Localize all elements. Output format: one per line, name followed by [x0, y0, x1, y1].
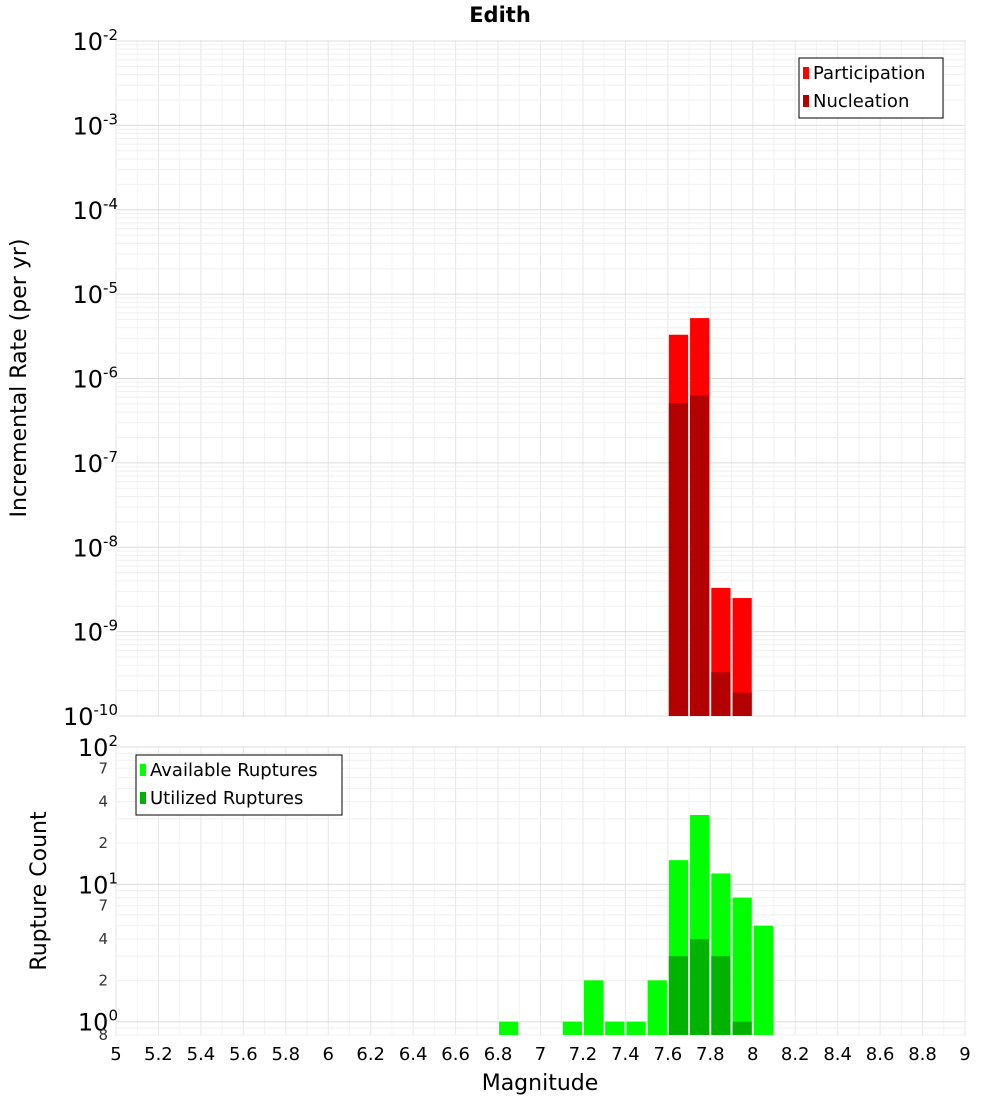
top-y-axis-label: Incremental Rate (per yr) — [7, 239, 32, 518]
top-bar-nucleation — [668, 403, 689, 716]
bottom-y-minor-tick-label: 2 — [98, 834, 108, 852]
x-tick-label: 6 — [323, 1044, 334, 1065]
top-y-tick-label: 10-2 — [72, 26, 118, 56]
x-tick-label: 6.6 — [441, 1044, 470, 1065]
top-bar-nucleation — [690, 395, 710, 716]
top-y-tick-label: 10-6 — [72, 364, 118, 394]
bottom-y-tick-label: 101 — [78, 869, 118, 899]
top-plot-panel: 10-2 10-3 10-4 10-5 10-6 10-7 10-8 10-9 10-10 Par… — [63, 26, 966, 731]
bottom-bar-utilized-ruptures — [690, 939, 710, 1035]
top-y-tick-label: 10-8 — [72, 532, 118, 562]
bottom-bar-utilized-ruptures — [711, 956, 731, 1035]
bottom-y-axis-label: Rupture Count — [27, 811, 52, 971]
x-tick-label: 8 — [747, 1044, 758, 1065]
x-tick-label: 7 — [535, 1044, 546, 1065]
bottom-bar-available-ruptures — [499, 1021, 519, 1035]
x-tick-label: 8.6 — [866, 1044, 895, 1065]
top-legend-swatch — [803, 67, 809, 79]
bottom-legend-label: Available Ruptures — [150, 760, 318, 781]
x-axis-label: Magnitude — [482, 1071, 599, 1096]
bottom-y-minor-tick-label: 8 — [98, 1026, 108, 1044]
chart-title: Edith — [469, 3, 531, 27]
x-tick-label: 5.2 — [144, 1044, 173, 1065]
top-bar-nucleation — [711, 672, 731, 716]
x-tick-label: 7.4 — [611, 1044, 640, 1065]
bottom-y-tick-label: 100 — [78, 1007, 118, 1037]
bottom-bar-utilized-ruptures — [668, 956, 689, 1035]
x-tick-label: 6.4 — [399, 1044, 428, 1065]
bottom-y-tick-label: 102 — [78, 732, 118, 762]
bottom-legend-box — [135, 754, 343, 816]
bottom-bar-available-ruptures — [753, 925, 773, 1035]
top-bar-nucleation — [732, 692, 752, 716]
bottom-bar-available-ruptures — [583, 980, 604, 1035]
bottom-bar-utilized-ruptures — [732, 1021, 752, 1035]
x-tick-label: 7.2 — [569, 1044, 598, 1065]
top-y-tick-label: 10-9 — [72, 617, 118, 647]
x-tick-label: 5.4 — [187, 1044, 216, 1065]
bottom-y-minor-tick-label: 4 — [98, 793, 108, 811]
x-tick-label: 5.6 — [229, 1044, 258, 1065]
x-tick-label: 6.2 — [356, 1044, 385, 1065]
x-tick-label: 6.8 — [484, 1044, 513, 1065]
top-y-tick-label: 10-5 — [72, 279, 118, 309]
top-legend-label: Participation — [813, 63, 925, 84]
top-legend-box — [798, 57, 944, 119]
bottom-legend-label: Utilized Ruptures — [150, 788, 303, 809]
bottom-y-minor-tick-label: 2 — [98, 971, 108, 989]
top-y-tick-label: 10-4 — [72, 195, 118, 225]
top-bar-participation — [732, 598, 752, 716]
x-tick-label: 9 — [959, 1044, 970, 1065]
bottom-bar-available-ruptures — [732, 897, 752, 1035]
bottom-y-minor-tick-label: 7 — [98, 759, 108, 777]
x-tick-label: 8.8 — [908, 1044, 937, 1065]
top-legend-swatch — [803, 95, 809, 107]
x-tick-label: 7.6 — [654, 1044, 683, 1065]
bottom-legend-swatch — [140, 792, 146, 804]
top-y-tick-label: 10-10 — [63, 701, 118, 731]
x-tick-label: 8.2 — [781, 1044, 810, 1065]
bottom-y-minor-tick-label: 7 — [98, 897, 108, 915]
top-legend-label: Nucleation — [813, 91, 909, 112]
top-y-tick-label: 10-7 — [72, 448, 118, 478]
bottom-bar-available-ruptures — [562, 1021, 582, 1035]
x-tick-label: 8.4 — [823, 1044, 852, 1065]
bottom-bar-available-ruptures — [647, 980, 667, 1035]
bottom-bar-available-ruptures — [626, 1021, 646, 1035]
bottom-legend-swatch — [140, 764, 146, 776]
x-tick-label: 5 — [110, 1044, 121, 1065]
bottom-y-minor-tick-label: 4 — [98, 930, 108, 948]
x-tick-label: 5.8 — [271, 1044, 300, 1065]
x-tick-label: 7.8 — [696, 1044, 725, 1065]
top-y-tick-label: 10-3 — [72, 110, 118, 140]
bottom-bar-available-ruptures — [605, 1021, 625, 1035]
